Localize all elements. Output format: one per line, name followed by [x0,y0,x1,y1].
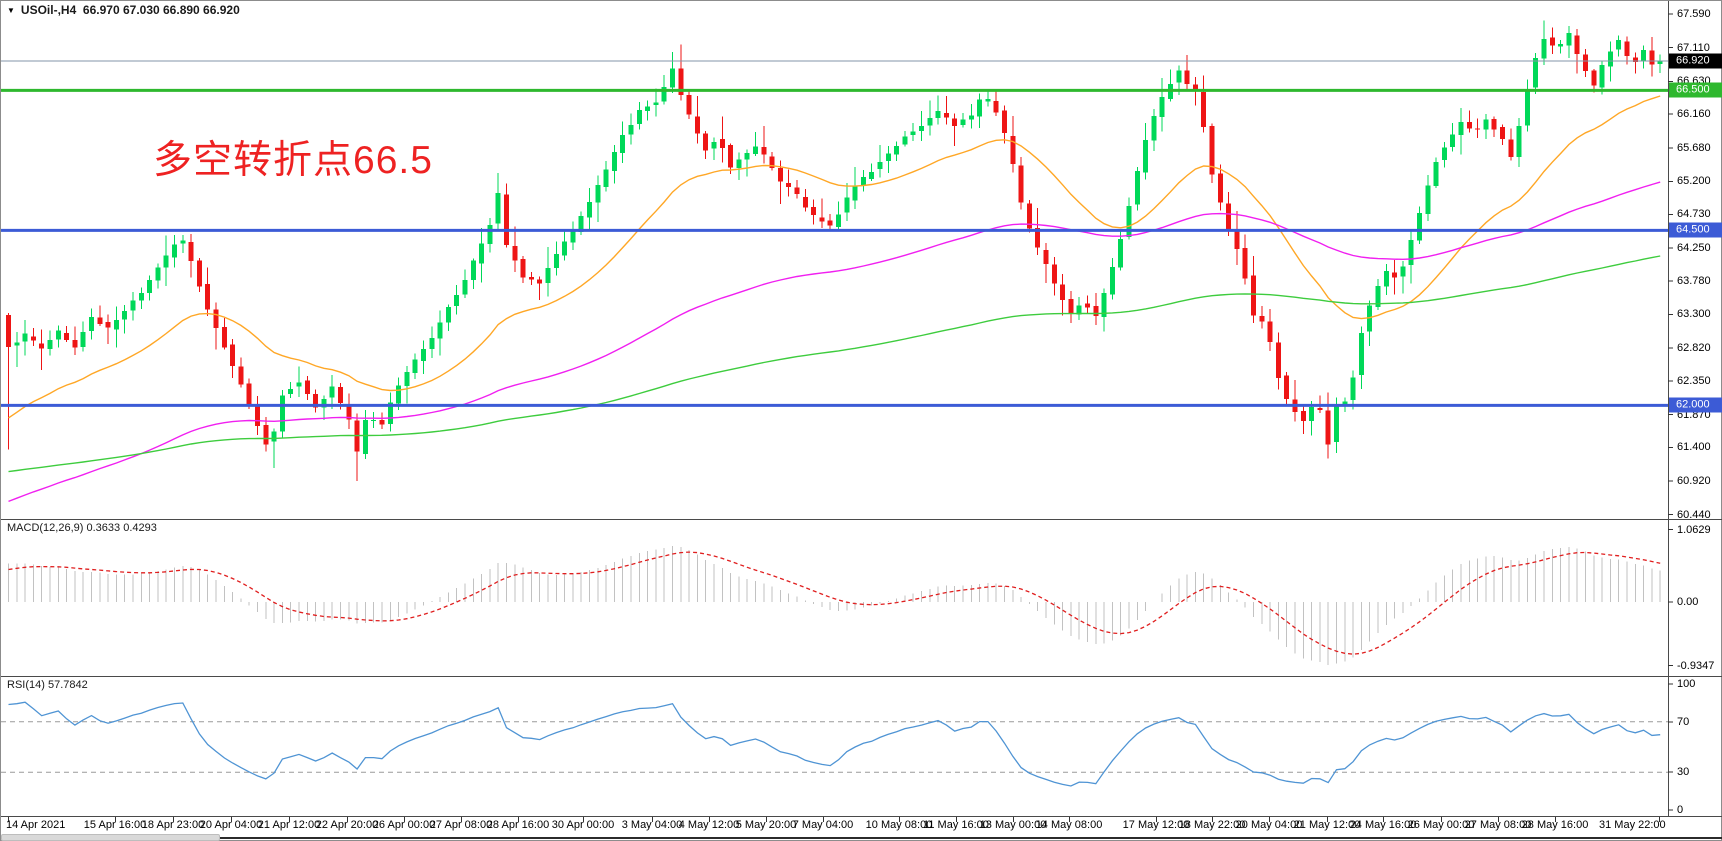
macd-tick-0.00: 0.00 [1677,596,1699,608]
rsi-line [8,701,1661,787]
time-tick: 21 Apr 12:00 [257,819,321,831]
time-tick: 4 May 12:00 [678,819,740,831]
moving-average-ma-mid [8,181,1661,503]
price-tag-64.500: 64.500 [1669,222,1722,238]
time-tick: 17 May 12:00 [1122,819,1190,831]
price-tick-63.300: 63.300 [1677,308,1711,321]
price-tick-62.820: 62.820 [1677,342,1711,354]
price-tick-65.680: 65.680 [1677,141,1711,154]
time-tick: 5 May 20:00 [735,819,797,831]
time-tick: 31 May 22:00 [1599,819,1666,831]
macd-indicator-label: MACD(12,26,9) 0.3633 0.4293 [7,522,157,534]
candles [6,20,1663,482]
main-price-panel [1,20,1668,503]
time-tick: 30 Apr 00:00 [551,819,615,831]
time-tick: 15 Apr 16:00 [83,819,147,831]
panel-borders [1,1,1722,822]
price-tick-60.920: 60.920 [1677,475,1711,487]
time-tick: 26 Apr 00:00 [372,819,436,831]
time-tick: 27 May 08:00 [1464,819,1532,831]
time-tick: 27 Apr 08:00 [429,819,493,831]
rsi-tick-100: 100 [1677,678,1696,690]
symbol-dropdown-icon[interactable]: ▼ [7,5,15,15]
moving-average-ma-fast [8,95,1661,419]
rsi-value: 57.7842 [47,679,88,691]
macd-value-signal: 0.4293 [123,522,157,534]
time-tick: 14 May 08:00 [1035,819,1103,831]
price-tick-60.440: 60.440 [1677,508,1711,521]
price-tag-62.000: 62.000 [1669,397,1722,413]
time-tick: 13 May 00:00 [979,819,1047,831]
price-tick-63.780: 63.780 [1677,274,1711,287]
price-tick-62.350: 62.350 [1677,374,1711,387]
moving-average-ma-slow [8,255,1661,473]
time-axis[interactable]: 14 Apr 2021 15 Apr 16:00 18 Apr 23:00 20 Ap… [1,819,1722,834]
time-tick: 20 Apr 04:00 [199,819,263,831]
rsi-tick-70: 70 [1677,715,1690,728]
macd-value-main: 0.3633 [86,522,121,534]
time-tick: 26 May 00:00 [1407,819,1475,831]
macd-name: MACD(12,26,9) [7,522,84,534]
rsi-indicator-label: RSI(14) 57.7842 [7,679,88,691]
time-tick: 24 May 16:00 [1349,819,1417,831]
price-tick-64.250: 64.250 [1677,241,1711,254]
macd-tick--0.9347: -0.9347 [1677,659,1715,672]
price-tick-67.110: 67.110 [1677,41,1710,54]
scrollbar-thumb[interactable] [1,834,220,841]
price-tick-64.730: 64.730 [1677,208,1711,221]
price-tick-66.160: 66.160 [1677,108,1711,121]
time-tick: 18 Apr 23:00 [141,819,205,831]
price-axis[interactable]: 67.590 67.110 66.630 66.160 65.680 65.200 64.7… [1668,1,1722,817]
time-tick: 18 May 22:00 [1178,819,1246,831]
time-tick: 7 May 04:00 [792,819,854,831]
macd-signal-line [8,551,1661,655]
time-tick: 10 May 08:00 [865,819,933,831]
time-tick: 22 Apr 20:00 [315,819,379,831]
time-tick: 28 May 16:00 [1521,819,1589,831]
chart-annotation: 多空转折点66.5 [153,139,433,182]
price-tick-61.400: 61.400 [1677,441,1711,454]
symbol-ohlc-text: USOil-,H4 66.970 67.030 66.890 66.920 [20,3,240,17]
rsi-tick-0: 0 [1677,804,1684,816]
time-tick: 20 May 04:00 [1235,819,1303,831]
time-tick: 11 May 16:00 [923,819,989,831]
time-tick: 14 Apr 2021 [6,819,66,831]
horizontal-scrollbar [1,834,1722,841]
macd-panel [8,546,1661,666]
rsi-panel [1,701,1668,787]
price-tag-66.500: 66.500 [1669,82,1722,98]
time-tick: 28 Apr 16:00 [486,819,550,831]
price-tag-66.920: 66.920 [1669,53,1722,69]
scrollbar-track-line [76,837,1722,839]
rsi-tick-30: 30 [1677,766,1690,779]
time-tick: 21 May 12:00 [1293,819,1361,831]
macd-tick-1.0629: 1.0629 [1677,523,1711,536]
price-tick-67.590: 67.590 [1677,8,1711,21]
rsi-name: RSI(14) [7,679,45,691]
price-tick-65.200: 65.200 [1677,175,1711,188]
symbol-title[interactable]: ▼ USOil-,H4 66.970 67.030 66.890 66.920 [7,3,240,17]
time-tick: 3 May 04:00 [621,819,683,831]
